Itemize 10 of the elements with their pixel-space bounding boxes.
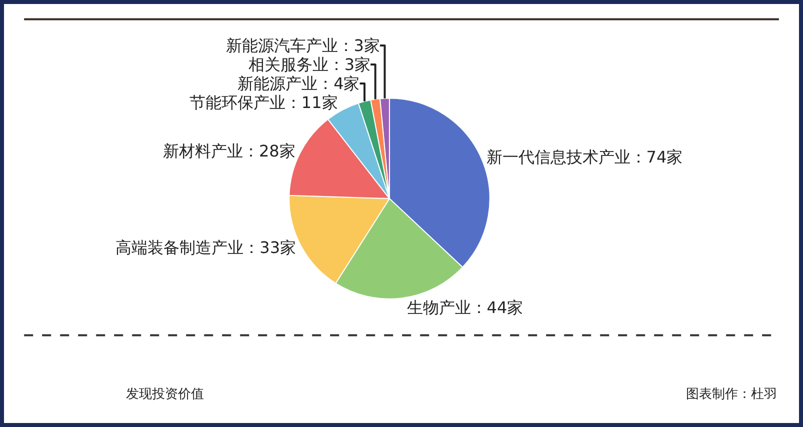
slice-label: 新能源汽车产业：3家 — [226, 36, 380, 55]
slice-label: 新一代信息技术产业：74家 — [486, 148, 683, 167]
slice-label: 新材料产业：28家 — [162, 142, 296, 161]
slice-label: 节能环保产业：11家 — [189, 92, 338, 112]
slice-label: 相关服务业：3家 — [248, 54, 371, 74]
text: 图表制作：杜羽 — [686, 387, 777, 402]
slice-label: 新能源产业：4家 — [238, 74, 360, 93]
text: 发现投资价值 — [126, 387, 204, 402]
slice-label: 高端装备制造产业：33家 — [116, 238, 296, 258]
slice-label: 生物产业：44家 — [406, 298, 524, 317]
